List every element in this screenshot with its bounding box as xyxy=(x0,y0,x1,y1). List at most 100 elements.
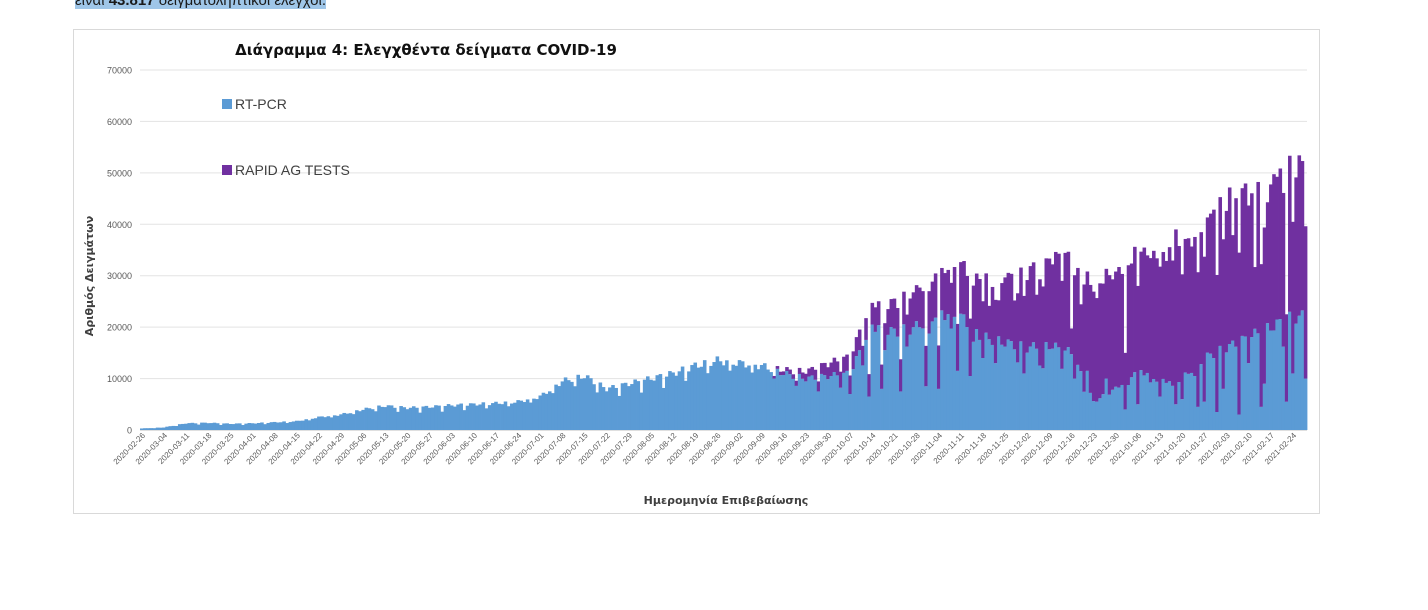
bar-rapid-ag xyxy=(1227,187,1232,344)
bar-rapid-ag xyxy=(1003,277,1007,347)
bar-rt-pcr xyxy=(902,324,906,430)
bar-rt-pcr xyxy=(1123,409,1128,430)
bar-rt-pcr xyxy=(1145,372,1150,430)
bar-rapid-ag xyxy=(1205,217,1210,353)
bar-rt-pcr xyxy=(807,376,811,430)
bar-rapid-ag xyxy=(835,361,840,376)
bar-rt-pcr xyxy=(1281,346,1286,430)
bar-rapid-ag xyxy=(1098,283,1102,399)
bar-rt-pcr xyxy=(775,368,780,430)
bar-rt-pcr xyxy=(1250,337,1254,430)
bar-rt-pcr xyxy=(459,403,463,430)
bar-rt-pcr xyxy=(899,391,903,430)
bar-rapid-ag xyxy=(883,323,887,351)
bar-rt-pcr xyxy=(294,420,299,430)
y-tick-label: 20000 xyxy=(107,323,132,333)
legend-label-rapid-ag: RAPID AG TESTS xyxy=(235,162,350,178)
bar-rt-pcr xyxy=(747,365,751,430)
bar-rt-pcr xyxy=(842,372,846,430)
bar-rapid-ag xyxy=(1253,267,1257,329)
bar-rapid-ag xyxy=(1028,266,1033,347)
bar-rapid-ag xyxy=(949,282,954,329)
bar-rt-pcr xyxy=(1288,311,1292,430)
bar-rt-pcr xyxy=(1139,370,1143,430)
bar-rapid-ag xyxy=(1152,250,1156,379)
bar-rt-pcr xyxy=(646,376,650,430)
y-tick-label: 60000 xyxy=(107,117,132,127)
bar-rt-pcr xyxy=(835,375,840,430)
x-tick-labels: 2020-02-262020-03-042020-03-112020-03-18… xyxy=(112,431,1299,467)
bar-rt-pcr xyxy=(446,404,451,430)
bar-rt-pcr xyxy=(1126,385,1131,430)
bar-rt-pcr xyxy=(857,350,862,430)
bar-rt-pcr xyxy=(1284,401,1289,430)
bar-rt-pcr xyxy=(936,388,941,430)
bar-rt-pcr xyxy=(1009,341,1014,430)
bar-rapid-ag xyxy=(1104,268,1109,379)
bar-rapid-ag xyxy=(1016,293,1020,363)
bar-rt-pcr xyxy=(873,331,878,430)
bar-rt-pcr xyxy=(785,371,789,430)
bar-rapid-ag xyxy=(990,286,995,345)
bar-rapid-ag xyxy=(857,329,862,351)
bar-rt-pcr xyxy=(1129,377,1134,430)
bar-rapid-ag xyxy=(908,298,913,335)
bar-rapid-ag xyxy=(873,307,878,332)
bar-rt-pcr xyxy=(1031,342,1036,430)
bar-rt-pcr xyxy=(203,422,207,430)
bar-rt-pcr xyxy=(364,407,369,430)
bar-rapid-ag xyxy=(819,363,824,374)
bar-rt-pcr xyxy=(595,392,599,430)
bar-rt-pcr xyxy=(503,401,508,430)
bar-rt-pcr xyxy=(1186,373,1191,430)
bar-rt-pcr xyxy=(788,374,792,430)
bar-rt-pcr xyxy=(263,424,267,430)
bar-rapid-ag xyxy=(1269,184,1273,331)
bar-rt-pcr xyxy=(797,373,802,430)
bar-rt-pcr xyxy=(155,427,160,430)
bar-rapid-ag xyxy=(1110,279,1115,390)
bar-rt-pcr xyxy=(532,398,536,430)
bar-rt-pcr xyxy=(1104,378,1109,430)
bar-rapid-ag xyxy=(981,301,985,358)
bar-rt-pcr xyxy=(411,406,416,430)
bar-rt-pcr xyxy=(1193,376,1197,430)
bar-rapid-ag xyxy=(842,356,846,373)
bar-rapid-ag xyxy=(1294,177,1298,324)
bar-rt-pcr xyxy=(1012,349,1017,430)
bar-rt-pcr xyxy=(329,417,334,430)
bar-rt-pcr xyxy=(339,414,343,430)
bar-rapid-ag xyxy=(968,318,973,376)
bar-rt-pcr xyxy=(608,387,612,430)
bar-rt-pcr xyxy=(1291,373,1295,430)
bar-rt-pcr xyxy=(756,369,761,430)
y-tick-label: 40000 xyxy=(107,220,132,230)
bar-rt-pcr xyxy=(914,321,919,430)
bar-rt-pcr xyxy=(1265,323,1270,430)
bar-rt-pcr xyxy=(497,403,501,430)
bar-rt-pcr xyxy=(1180,399,1185,430)
bar-rt-pcr xyxy=(680,366,685,430)
bar-rapid-ag xyxy=(1186,238,1191,374)
bar-rt-pcr xyxy=(674,375,679,430)
bar-rt-pcr xyxy=(332,415,337,430)
bar-rt-pcr xyxy=(291,421,296,430)
bar-rt-pcr xyxy=(563,377,568,430)
bar-rapid-ag xyxy=(1256,181,1260,334)
y-tick-label: 0 xyxy=(127,426,132,436)
bar-rapid-ag xyxy=(1246,205,1251,364)
bar-rt-pcr xyxy=(1053,342,1058,430)
bar-rt-pcr xyxy=(1006,339,1011,430)
bar-rapid-ag xyxy=(854,337,859,357)
bar-rt-pcr xyxy=(225,423,229,430)
bar-rapid-ag xyxy=(782,371,786,375)
bar-rt-pcr xyxy=(993,363,998,430)
bar-rapid-ag xyxy=(1221,239,1226,389)
bar-rapid-ag xyxy=(1101,283,1105,395)
bar-rt-pcr xyxy=(525,399,530,430)
bar-rapid-ag xyxy=(1215,274,1219,412)
bar-rt-pcr xyxy=(342,412,346,430)
bar-rt-pcr xyxy=(475,405,479,430)
bar-rt-pcr xyxy=(592,384,596,430)
bar-rt-pcr xyxy=(1161,378,1166,430)
